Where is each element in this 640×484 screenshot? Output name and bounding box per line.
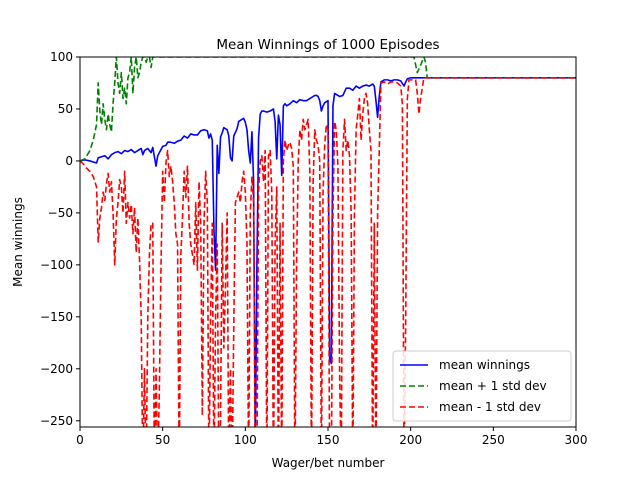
- y-axis-label: Mean winnings: [11, 197, 25, 287]
- legend-label-mean-plus-std: mean + 1 std dev: [439, 379, 547, 393]
- x-tick-label: 150: [317, 433, 340, 447]
- legend-label-mean-minus-std: mean - 1 std dev: [439, 400, 541, 414]
- y-tick-label: 0: [65, 154, 73, 168]
- y-axis-ticks: 100 50 0 −50 −100 −150 −200 −250: [40, 50, 80, 428]
- x-tick-label: 50: [155, 433, 170, 447]
- x-axis-ticks: 0 50 100 150 200 250 300: [76, 427, 587, 447]
- y-tick-label: −150: [40, 310, 73, 324]
- x-axis-label: Wager/bet number: [272, 456, 385, 470]
- x-tick-label: 250: [482, 433, 505, 447]
- y-tick-label: −250: [40, 414, 73, 428]
- y-tick-label: −50: [48, 206, 73, 220]
- chart-title: Mean Winnings of 1000 Episodes: [216, 37, 439, 53]
- series-layer: [80, 57, 576, 427]
- series-line-mean-winnings: [80, 76, 576, 427]
- y-tick-label: −200: [40, 362, 73, 376]
- x-tick-label: 0: [76, 433, 84, 447]
- x-tick-label: 200: [399, 433, 422, 447]
- legend-box: [392, 350, 572, 422]
- y-tick-label: 100: [50, 50, 73, 64]
- x-tick-label: 300: [565, 433, 588, 447]
- x-tick-label: 100: [234, 433, 257, 447]
- chart-legend: mean winnings mean + 1 std dev mean - 1 …: [392, 350, 572, 422]
- y-tick-label: 50: [58, 102, 73, 116]
- series-line-mean-1-std-dev: [80, 57, 576, 162]
- y-tick-label: −100: [40, 258, 73, 272]
- legend-label-mean-winnings: mean winnings: [439, 358, 530, 372]
